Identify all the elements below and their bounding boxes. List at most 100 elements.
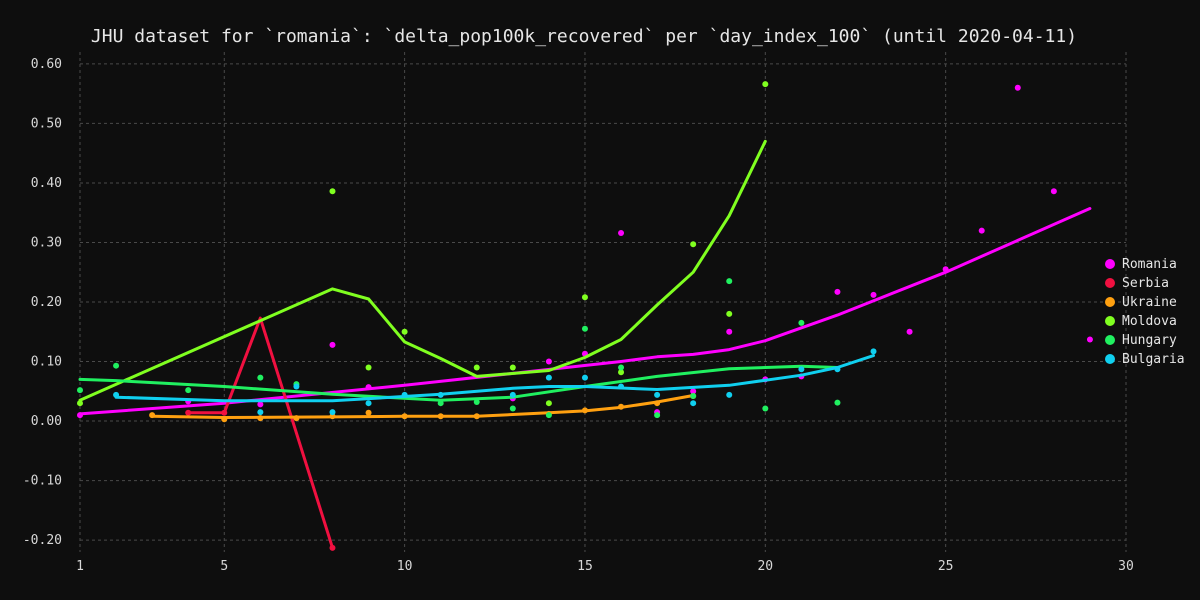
data-point-hungary [437,400,444,407]
data-point-romania [1050,188,1057,195]
data-point-romania [834,288,841,295]
data-point-moldova [618,369,625,376]
data-point-bulgaria [365,400,372,407]
data-point-moldova [726,310,733,317]
data-point-romania [942,266,949,273]
legend-marker-bulgaria [1105,354,1115,364]
data-point-ukraine [654,400,661,407]
data-point-bulgaria [437,391,444,398]
data-point-romania [870,291,877,298]
legend-label-serbia: Serbia [1122,276,1169,291]
data-point-hungary [257,374,264,381]
data-point-ukraine [329,413,336,420]
data-point-romania [978,227,985,234]
data-point-hungary [509,405,516,412]
data-point-ukraine [365,409,372,416]
data-point-hungary [581,325,588,332]
data-point-romania [329,341,336,348]
data-point-moldova [545,400,552,407]
legend-label-bulgaria: Bulgaria [1122,352,1185,367]
data-point-ukraine [293,415,300,422]
legend-marker-ukraine [1105,297,1115,307]
data-point-moldova [77,400,83,407]
data-point-bulgaria [293,383,300,390]
data-point-romania [365,384,372,391]
legend-label-romania: Romania [1122,257,1177,272]
y-tick-label: 0.30 [31,235,62,250]
data-point-hungary [113,362,120,369]
y-tick-label: 0.10 [31,355,62,370]
data-point-bulgaria [870,348,877,355]
data-point-bulgaria [654,391,661,398]
data-point-romania [618,229,625,236]
y-tick-labels: -0.20 -0.10 0.00 0.10 0.20 0.30 0.40 0.50 0.60 [23,57,62,548]
x-tick-label: 5 [220,559,228,574]
data-point-bulgaria [401,391,408,398]
data-point-bulgaria [113,391,120,398]
data-point-ukraine [221,416,228,423]
data-point-ukraine [401,413,408,420]
series-romania [77,84,1093,419]
data-point-moldova [365,364,372,371]
series-bulgaria [113,348,877,416]
data-point-moldova [401,328,408,335]
legend-label-moldova: Moldova [1122,314,1177,329]
legend: Romania Serbia Ukraine Moldova Hungary Bulgar… [1105,257,1185,367]
x-tick-label: 10 [397,559,413,574]
y-tick-label: -0.20 [23,533,62,548]
data-point-bulgaria [798,366,805,373]
series-serbia [185,316,336,551]
data-point-serbia [185,409,192,416]
x-tick-label: 20 [757,559,773,574]
grid [79,52,1127,552]
data-point-hungary [618,364,625,371]
data-point-romania [1014,84,1021,91]
data-point-hungary [726,278,733,285]
data-point-moldova [762,81,769,88]
data-point-bulgaria [726,391,733,398]
legend-marker-serbia [1105,278,1115,288]
data-point-ukraine [257,415,264,422]
legend-label-ukraine: Ukraine [1122,295,1177,310]
data-point-moldova [329,188,336,195]
legend-marker-moldova [1105,316,1115,326]
series-hungary [77,278,841,419]
chart-title: JHU dataset for `romania`: `delta_pop100… [91,26,1077,47]
data-point-hungary [545,412,552,419]
data-point-bulgaria [257,409,264,416]
data-point-moldova [690,241,697,248]
data-point-hungary [185,387,192,394]
trend-line-romania [78,207,1092,416]
y-tick-label: 0.60 [31,57,62,72]
series-moldova [77,81,769,407]
data-point-bulgaria [690,400,697,407]
y-tick-label: 0.00 [31,414,62,429]
data-point-romania [1086,336,1093,343]
y-tick-label: 0.50 [31,116,62,131]
data-point-serbia [221,409,228,416]
y-tick-label: 0.40 [31,176,62,191]
data-point-moldova [581,294,588,301]
trend-line-serbia [186,316,334,550]
y-tick-label: -0.10 [23,474,62,489]
data-point-bulgaria [329,409,336,416]
data-point-bulgaria [618,383,625,390]
data-point-romania [906,328,913,335]
x-tick-label: 15 [577,559,593,574]
data-point-ukraine [149,412,156,419]
data-point-bulgaria [834,366,841,373]
data-point-bulgaria [581,374,588,381]
data-point-moldova [509,364,516,371]
data-point-hungary [798,319,805,326]
data-point-romania [726,328,733,335]
legend-marker-hungary [1105,335,1115,345]
data-point-hungary [762,405,769,412]
data-point-ukraine [437,413,444,420]
data-point-bulgaria [509,391,516,398]
data-point-romania [77,412,83,419]
data-point-romania [690,388,697,395]
data-point-hungary [77,387,83,394]
data-point-ukraine [473,413,480,420]
data-point-moldova [473,364,480,371]
